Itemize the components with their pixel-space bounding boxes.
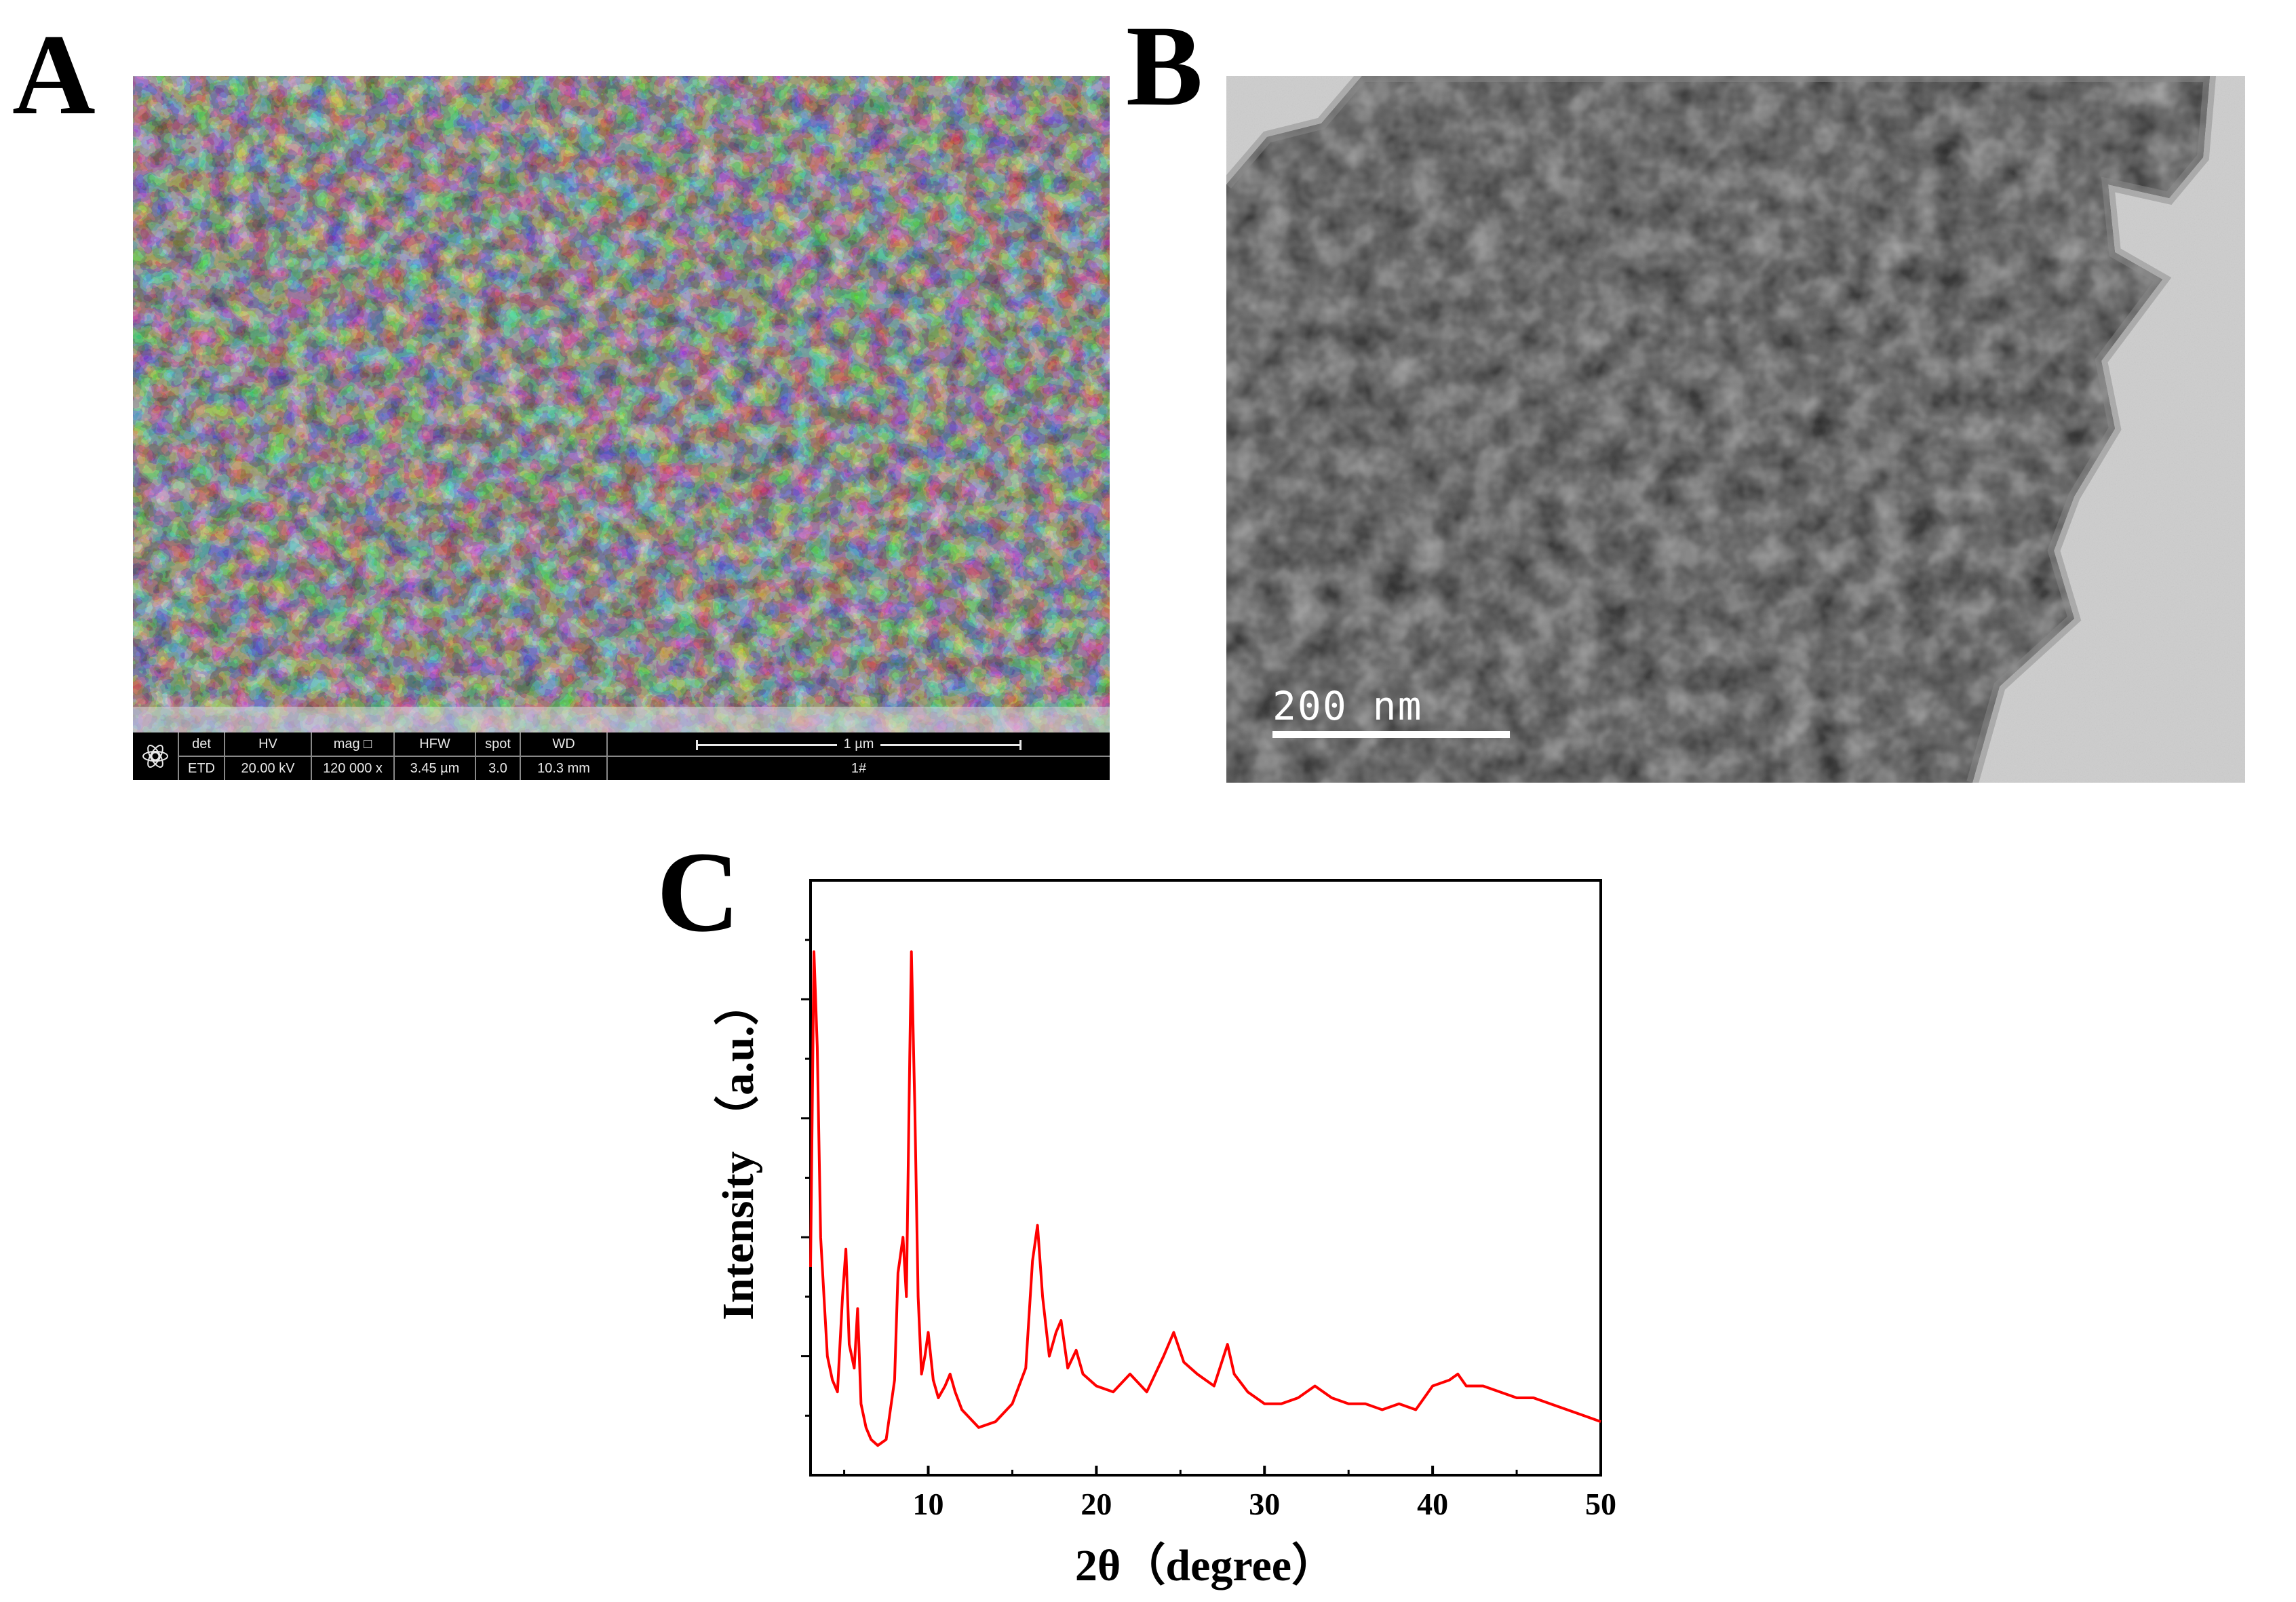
x-tick-label: 40 [1417, 1487, 1448, 1521]
tem-scale-bar [1272, 731, 1510, 738]
databar-value-spot: 3.0 [488, 760, 507, 776]
databar-header-hfw: HFW [395, 732, 475, 757]
sem-sample-id: 1# [851, 760, 867, 776]
databar-cell-spot: spot 3.0 [476, 732, 521, 780]
databar-value-hfw: 3.45 µm [410, 760, 460, 776]
databar-header-hv: HV [225, 732, 311, 757]
panel-label-c: C [657, 828, 740, 956]
panel-label-b: B [1126, 2, 1203, 130]
databar-cell-mag: mag □ 120 000 x [312, 732, 395, 780]
databar-header-mag: mag □ [312, 732, 393, 757]
x-tick-label: 10 [913, 1487, 944, 1521]
tem-scale-label: 200 nm [1272, 683, 1423, 729]
x-tick-label: 30 [1249, 1487, 1280, 1521]
sem-scale-label: 1 µm [836, 736, 881, 752]
sem-databar: det ETD HV 20.00 kV mag □ 120 000 x HFW … [133, 732, 1110, 780]
databar-header-spot: spot [476, 732, 520, 757]
xrd-series-line [809, 950, 1601, 1447]
databar-value-det: ETD [188, 760, 215, 776]
sem-image [133, 76, 1110, 732]
databar-cell-hv: HV 20.00 kV [225, 732, 312, 780]
databar-scale: 1 µm 1# [608, 732, 1110, 780]
databar-cell-det: det ETD [179, 732, 225, 780]
databar-value-hv: 20.00 kV [241, 760, 295, 776]
x-tick-label: 50 [1585, 1487, 1616, 1521]
databar-cell-wd: WD 10.3 mm [521, 732, 608, 780]
databar-value-mag: 120 000 x [323, 760, 383, 776]
databar-value-wd: 10.3 mm [537, 760, 590, 776]
x-axis-title: 2θ（degree） [1075, 1540, 1336, 1590]
x-tick-label: 20 [1081, 1487, 1112, 1521]
microscope-logo-icon [133, 732, 179, 780]
databar-cell-hfw: HFW 3.45 µm [395, 732, 476, 780]
databar-header-wd: WD [521, 732, 606, 757]
panel-label-a: A [12, 11, 96, 138]
y-axis-title: Intensity （a.u.） [713, 981, 763, 1321]
tem-image [1226, 76, 2245, 783]
sem-micrograph: det ETD HV 20.00 kV mag □ 120 000 x HFW … [133, 76, 1110, 780]
databar-header-det: det [179, 732, 224, 757]
xrd-ticks: 10 20 30 40 50 [801, 939, 1616, 1521]
tem-micrograph: 200 nm [1226, 76, 2245, 783]
